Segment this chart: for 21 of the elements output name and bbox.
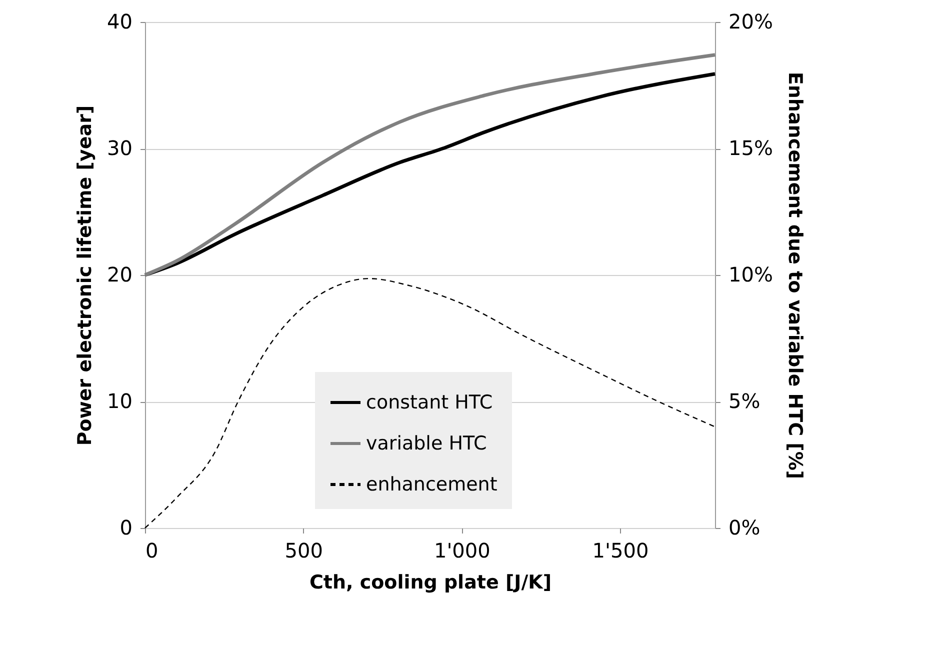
- y-tick-label: 20: [107, 262, 132, 286]
- x-axis-title: Cth, cooling plate [J/K]: [309, 572, 552, 594]
- y-axis-title: Power electronic lifetime [year]: [74, 105, 96, 446]
- legend-label: enhancement: [366, 474, 498, 496]
- legend-label: variable HTC: [366, 432, 487, 454]
- y-tick-label: 10: [107, 389, 132, 413]
- legend-label: constant HTC: [366, 392, 493, 414]
- y2-tick-label: 5%: [728, 389, 760, 413]
- x-tick-label: 0: [146, 538, 158, 562]
- x-tick-label: 1'000: [434, 538, 490, 562]
- y2-tick-label: 0%: [728, 516, 760, 540]
- line-series: [144, 278, 716, 529]
- y-tick-label: 40: [107, 10, 132, 34]
- y-tick-label: 0: [120, 516, 132, 540]
- y2-tick-label: 10%: [728, 262, 773, 286]
- x-tick-label: 500: [284, 538, 323, 562]
- y2-tick-label: 20%: [728, 10, 773, 34]
- y2-axis-title: Enhancement due to variable HTC [%]: [784, 72, 806, 480]
- y-tick-label: 30: [107, 136, 132, 160]
- x-tick-label: 1'500: [592, 538, 649, 562]
- y2-tick-label: 15%: [728, 136, 773, 160]
